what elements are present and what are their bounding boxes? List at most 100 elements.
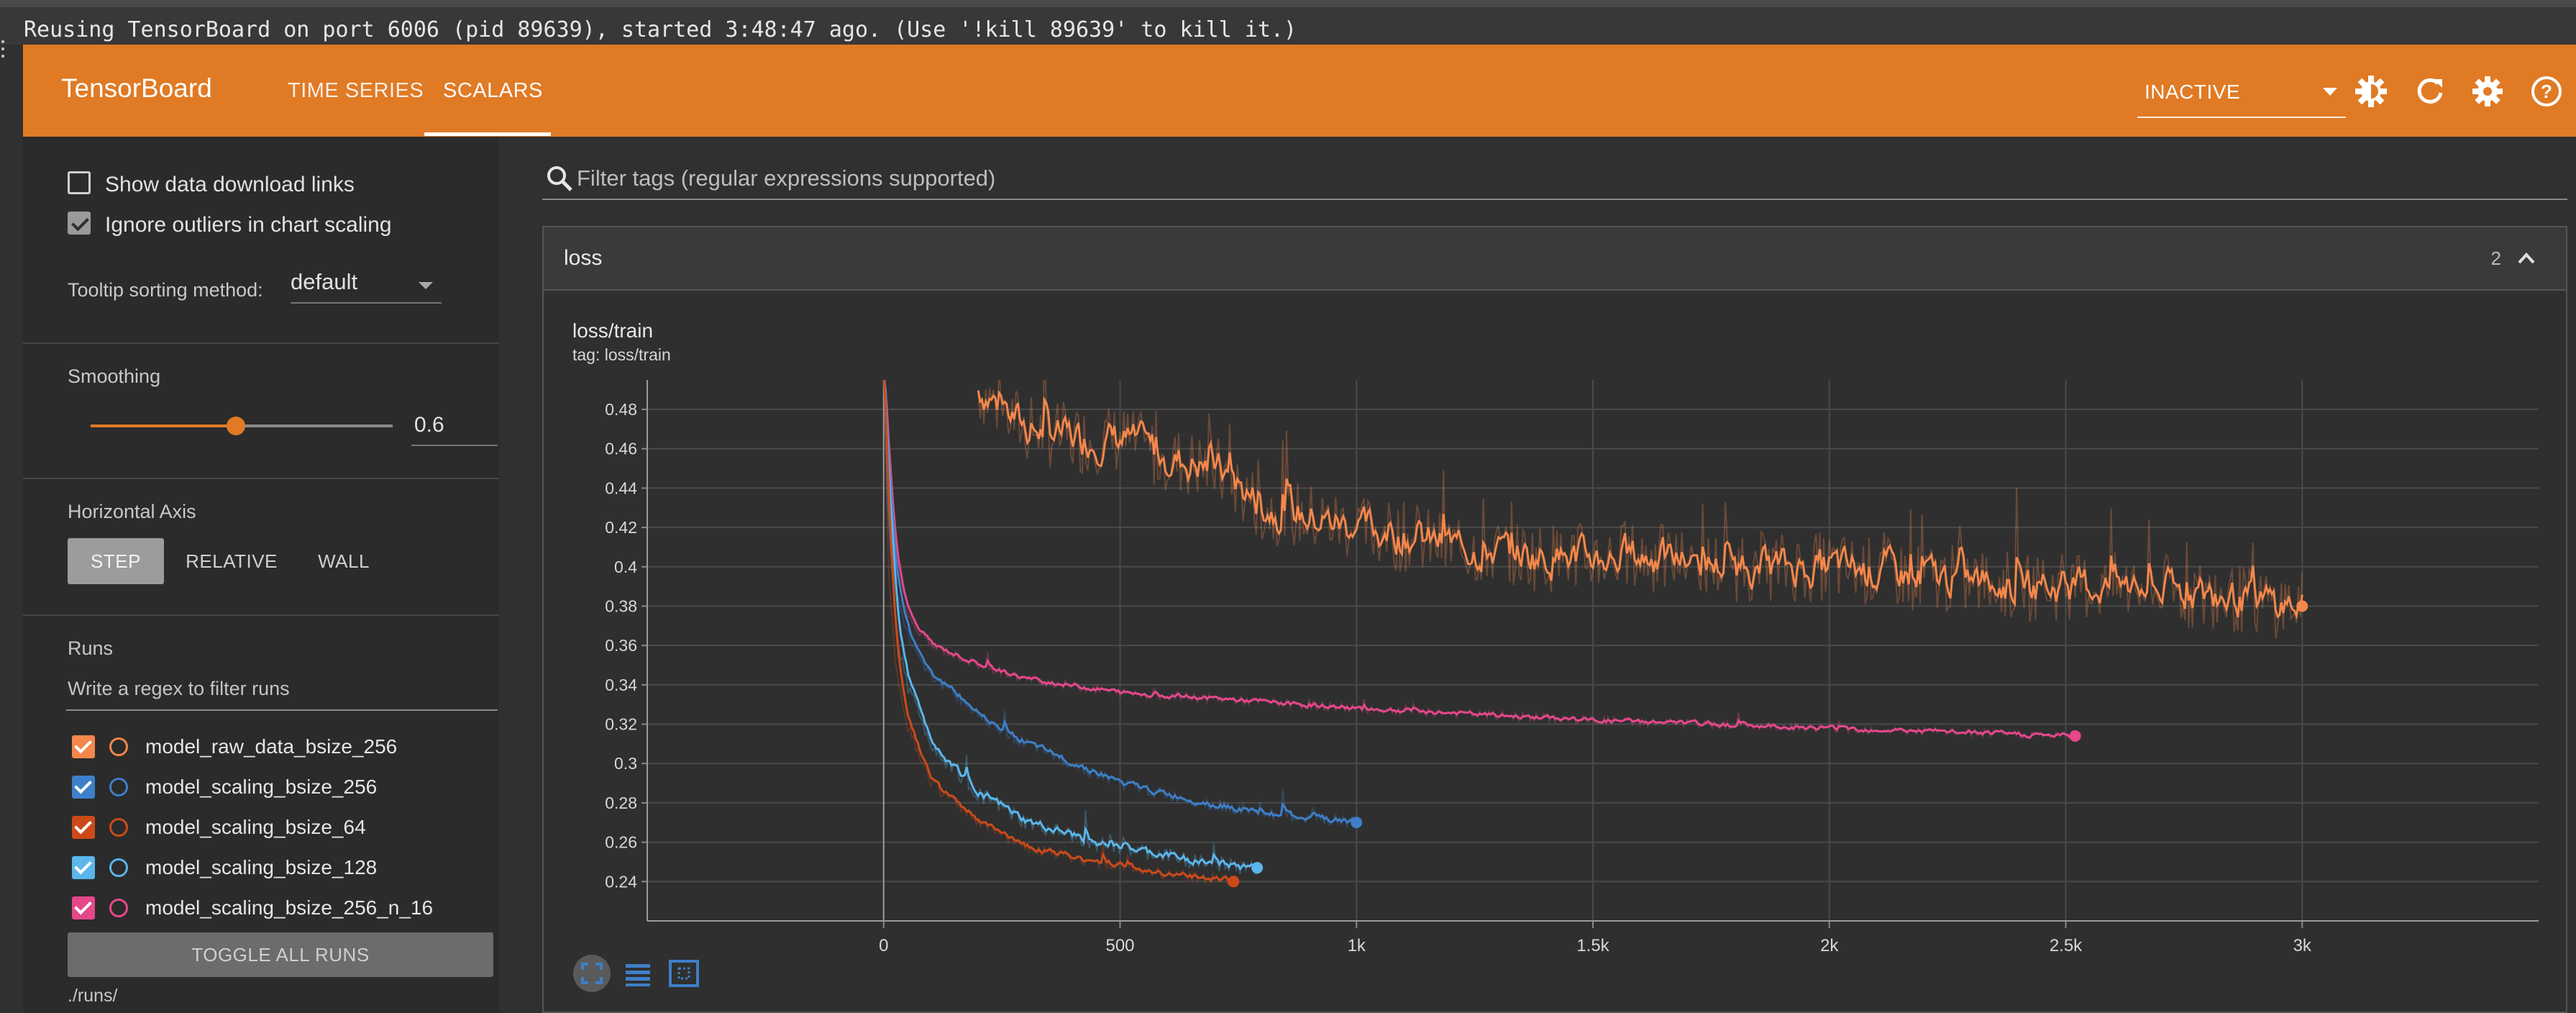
series-model_scaling_bsize_256_n_16[interactable] bbox=[883, 373, 2076, 742]
y-tick-label: 0.38 bbox=[605, 596, 637, 615]
notice-text: Reusing TensorBoard on port 6006 (pid 89… bbox=[24, 17, 1297, 42]
tag-group-card: loss 2 loss/train tag: loss/train 0.24 0.… bbox=[542, 226, 2567, 1013]
tag-group-header[interactable]: loss 2 bbox=[544, 227, 2566, 291]
tab-scalars[interactable]: SCALARS bbox=[443, 79, 543, 102]
caret-down-icon bbox=[2323, 88, 2337, 96]
y-tick-label: 0.24 bbox=[605, 872, 637, 891]
series-raw-line bbox=[883, 380, 1235, 886]
run-name: model_scaling_bsize_256 bbox=[145, 776, 378, 798]
top-strip bbox=[0, 0, 2576, 7]
series-model_scaling_bsize_128[interactable] bbox=[882, 376, 1259, 876]
app-header: TensorBoard TIME SERIES SCALARS INACTIVE… bbox=[23, 45, 2576, 137]
series-end-point[interactable] bbox=[1351, 817, 1363, 829]
run-checkbox[interactable] bbox=[72, 816, 95, 839]
series-raw-line bbox=[977, 380, 2303, 639]
series-smoothed-line[interactable] bbox=[977, 390, 2303, 620]
smoothing-label: Smoothing bbox=[68, 365, 161, 387]
ignore-outliers-label: Ignore outliers in chart scaling bbox=[105, 213, 392, 237]
run-color-icon[interactable] bbox=[109, 737, 128, 756]
settings-icon[interactable] bbox=[2470, 73, 2506, 109]
chevron-up-icon[interactable] bbox=[2516, 247, 2537, 269]
divider bbox=[23, 478, 499, 479]
tab-time-series[interactable]: TIME SERIES bbox=[288, 79, 424, 102]
show-download-links-checkbox[interactable] bbox=[68, 171, 91, 194]
x-tick-label: 500 bbox=[1105, 936, 1134, 955]
y-tick-label: 0.4 bbox=[614, 558, 637, 576]
axis-step-button[interactable]: STEP bbox=[68, 538, 164, 584]
y-tick-label: 0.3 bbox=[614, 754, 637, 773]
x-tick-label: 1k bbox=[1348, 936, 1366, 955]
y-tick-label: 0.28 bbox=[605, 794, 637, 812]
run-checkbox[interactable] bbox=[72, 776, 95, 799]
series-model_scaling_bsize_256[interactable] bbox=[883, 370, 1358, 830]
refresh-icon[interactable] bbox=[2412, 73, 2448, 109]
zoom-selection-icon[interactable] bbox=[664, 954, 703, 993]
active-tab-indicator bbox=[424, 132, 551, 136]
y-tick-label: 0.34 bbox=[605, 676, 637, 694]
y-tick-label: 0.32 bbox=[605, 715, 637, 734]
run-checkbox[interactable] bbox=[72, 735, 95, 758]
axis-relative-button[interactable]: RELATIVE bbox=[186, 550, 278, 572]
series-smoothed-line[interactable] bbox=[883, 373, 2076, 739]
run-color-icon[interactable] bbox=[109, 778, 128, 796]
series-end-point[interactable] bbox=[2296, 600, 2308, 612]
smoothing-slider-fill bbox=[91, 424, 236, 427]
tag-filter-input[interactable]: Filter tags (regular expressions support… bbox=[542, 158, 2567, 200]
fit-domain-icon[interactable] bbox=[572, 954, 611, 993]
series-model_scaling_bsize_64[interactable] bbox=[882, 374, 1235, 886]
series-end-point[interactable] bbox=[1251, 862, 1264, 874]
loss-train-chart[interactable]: 0.24 0.26 0.28 0.3 0.32 0.34 0.36 0.38 0.4 0.42 0.… bbox=[544, 227, 2566, 1012]
run-name: model_scaling_bsize_128 bbox=[145, 856, 378, 878]
run-color-icon[interactable] bbox=[109, 899, 128, 917]
series-end-point[interactable] bbox=[2069, 730, 2081, 742]
tooltip-sorting-label: Tooltip sorting method: bbox=[68, 279, 263, 301]
axis-wall-button[interactable]: WALL bbox=[318, 550, 370, 572]
run-name: model_scaling_bsize_256_n_16 bbox=[145, 896, 434, 919]
y-tick-label: 0.42 bbox=[605, 518, 637, 537]
x-tick-label: 2.5k bbox=[2050, 936, 2083, 955]
show-download-links-label: Show data download links bbox=[105, 173, 355, 196]
caret-down-icon bbox=[419, 282, 433, 289]
series-smoothed-line[interactable] bbox=[882, 374, 1235, 884]
chart-title: loss/train bbox=[572, 319, 654, 342]
x-tick-label: 2k bbox=[1820, 936, 1839, 955]
run-checkbox[interactable] bbox=[72, 856, 95, 879]
x-tick-label: 3k bbox=[2293, 936, 2312, 955]
runs-filter-placeholder: Write a regex to filter runs bbox=[68, 678, 290, 699]
run-color-icon[interactable] bbox=[109, 858, 128, 877]
y-tick-label: 0.46 bbox=[605, 440, 637, 458]
smoothing-slider-thumb[interactable] bbox=[226, 417, 245, 435]
chart-tag: tag: loss/train bbox=[572, 345, 671, 364]
smoothing-slider[interactable] bbox=[91, 417, 393, 435]
ignore-outliers-checkbox[interactable] bbox=[68, 212, 91, 235]
plugin-select-value: INACTIVE bbox=[2145, 81, 2241, 103]
tag-filter-placeholder: Filter tags (regular expressions support… bbox=[577, 165, 996, 191]
series-end-point[interactable] bbox=[1228, 876, 1240, 888]
notebook-output-notice: Reusing TensorBoard on port 6006 (pid 89… bbox=[0, 7, 2576, 45]
tooltip-sorting-select[interactable]: default bbox=[291, 266, 442, 304]
runs-filter-input[interactable]: Write a regex to filter runs bbox=[66, 669, 498, 711]
series-model_raw_data_bsize_256[interactable] bbox=[977, 344, 2303, 639]
y-tick-label: 0.26 bbox=[605, 833, 637, 852]
smoothing-input[interactable]: 0.6 bbox=[411, 409, 498, 446]
toggle-all-runs-button[interactable]: TOGGLE ALL RUNS bbox=[68, 932, 493, 977]
svg-text:?: ? bbox=[2541, 81, 2552, 102]
theme-icon[interactable] bbox=[2353, 73, 2389, 109]
runs-label: Runs bbox=[68, 637, 114, 659]
help-icon[interactable]: ? bbox=[2529, 73, 2564, 109]
series-smoothed-line[interactable] bbox=[883, 370, 1358, 825]
run-name: model_raw_data_bsize_256 bbox=[145, 735, 398, 758]
tooltip-sorting-value: default bbox=[291, 269, 358, 294]
tag-group-title: loss bbox=[564, 246, 603, 270]
smoothing-value: 0.6 bbox=[414, 413, 444, 437]
x-tick-label: 0 bbox=[879, 936, 888, 955]
plugin-select[interactable]: INACTIVE bbox=[2137, 73, 2346, 118]
run-checkbox[interactable] bbox=[72, 896, 95, 919]
divider bbox=[23, 342, 499, 344]
run-color-icon[interactable] bbox=[109, 818, 128, 837]
drag-handle-icon[interactable] bbox=[0, 36, 6, 79]
run-name: model_scaling_bsize_64 bbox=[145, 816, 366, 838]
toggle-log-scale-icon[interactable] bbox=[618, 954, 657, 993]
series-smoothed-line[interactable] bbox=[882, 376, 1259, 873]
y-tick-label: 0.44 bbox=[605, 478, 637, 497]
